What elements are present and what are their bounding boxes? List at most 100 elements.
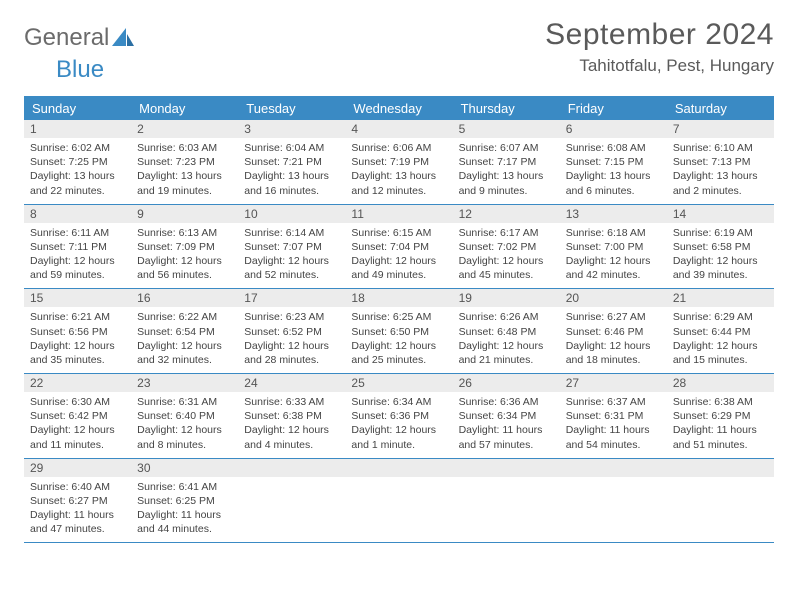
day-info: Sunrise: 6:14 AMSunset: 7:07 PMDaylight:…: [244, 226, 339, 283]
day-number: 12: [453, 205, 560, 223]
logo: General: [24, 18, 134, 52]
day-number: 13: [560, 205, 667, 223]
sunset-text: Sunset: 6:44 PM: [673, 325, 768, 339]
day-number: 23: [131, 374, 238, 392]
day-info: Sunrise: 6:11 AMSunset: 7:11 PMDaylight:…: [30, 226, 125, 283]
day-number: 21: [667, 289, 774, 307]
daylight-text: Daylight: 11 hours and 57 minutes.: [459, 423, 554, 451]
sunrise-text: Sunrise: 6:22 AM: [137, 310, 232, 324]
calendar: Sunday Monday Tuesday Wednesday Thursday…: [24, 96, 774, 543]
daylight-text: Daylight: 13 hours and 9 minutes.: [459, 169, 554, 197]
calendar-body: 1Sunrise: 6:02 AMSunset: 7:25 PMDaylight…: [24, 120, 774, 543]
sunrise-text: Sunrise: 6:21 AM: [30, 310, 125, 324]
day-header-thu: Thursday: [453, 96, 560, 120]
calendar-week: 22 Sunrise: 6:30 AMSunset: 6:42 PMDayligh…: [24, 374, 774, 459]
calendar-day: 25Sunrise: 6:34 AMSunset: 6:36 PMDayligh…: [345, 374, 452, 458]
day-number: 3: [238, 120, 345, 138]
day-number: 2: [131, 120, 238, 138]
sunrise-text: Sunrise: 6:30 AM: [30, 395, 125, 409]
day-header-fri: Friday: [560, 96, 667, 120]
calendar-day: 18Sunrise: 6:25 AMSunset: 6:50 PMDayligh…: [345, 289, 452, 373]
day-number: 16: [131, 289, 238, 307]
sunset-text: Sunset: 6:36 PM: [351, 409, 446, 423]
calendar-day: 21 Sunrise: 6:29 AMSunset: 6:44 PMDayligh…: [667, 289, 774, 373]
calendar-day: 26Sunrise: 6:36 AMSunset: 6:34 PMDayligh…: [453, 374, 560, 458]
sunset-text: Sunset: 6:58 PM: [673, 240, 768, 254]
sunrise-text: Sunrise: 6:31 AM: [137, 395, 232, 409]
daylight-text: Daylight: 12 hours and 18 minutes.: [566, 339, 661, 367]
calendar-day: 17 Sunrise: 6:23 AMSunset: 6:52 PMDayligh…: [238, 289, 345, 373]
day-number: 20: [560, 289, 667, 307]
day-info: Sunrise: 6:29 AMSunset: 6:44 PMDaylight:…: [673, 310, 768, 367]
calendar-day: .: [453, 459, 560, 543]
sunrise-text: Sunrise: 6:26 AM: [459, 310, 554, 324]
daylight-text: Daylight: 11 hours and 47 minutes.: [30, 508, 125, 536]
daylight-text: Daylight: 12 hours and 1 minute.: [351, 423, 446, 451]
logo-word-2: Blue: [56, 56, 792, 84]
calendar-day: 22 Sunrise: 6:30 AMSunset: 6:42 PMDayligh…: [24, 374, 131, 458]
day-number: 15: [24, 289, 131, 307]
sunset-text: Sunset: 6:27 PM: [30, 494, 125, 508]
daylight-text: Daylight: 12 hours and 32 minutes.: [137, 339, 232, 367]
calendar-day: 20 Sunrise: 6:27 AMSunset: 6:46 PMDayligh…: [560, 289, 667, 373]
daylight-text: Daylight: 12 hours and 21 minutes.: [459, 339, 554, 367]
calendar-day: .: [238, 459, 345, 543]
day-number: 17: [238, 289, 345, 307]
day-info: Sunrise: 6:02 AMSunset: 7:25 PMDaylight:…: [30, 141, 125, 198]
day-info: Sunrise: 6:13 AMSunset: 7:09 PMDaylight:…: [137, 226, 232, 283]
calendar-day: 14Sunrise: 6:19 AMSunset: 6:58 PMDayligh…: [667, 205, 774, 289]
sunset-text: Sunset: 7:11 PM: [30, 240, 125, 254]
day-number: 8: [24, 205, 131, 223]
calendar-day: .: [345, 459, 452, 543]
sunset-text: Sunset: 6:38 PM: [244, 409, 339, 423]
day-info: Sunrise: 6:30 AMSunset: 6:42 PMDaylight:…: [30, 395, 125, 452]
day-number: .: [238, 459, 345, 477]
calendar-day: .: [667, 459, 774, 543]
daylight-text: Daylight: 13 hours and 6 minutes.: [566, 169, 661, 197]
calendar-day: 11Sunrise: 6:15 AMSunset: 7:04 PMDayligh…: [345, 205, 452, 289]
sunrise-text: Sunrise: 6:04 AM: [244, 141, 339, 155]
sunrise-text: Sunrise: 6:36 AM: [459, 395, 554, 409]
daylight-text: Daylight: 12 hours and 59 minutes.: [30, 254, 125, 282]
day-info: Sunrise: 6:41 AMSunset: 6:25 PMDaylight:…: [137, 480, 232, 537]
day-number: 14: [667, 205, 774, 223]
sunrise-text: Sunrise: 6:08 AM: [566, 141, 661, 155]
daylight-text: Daylight: 12 hours and 45 minutes.: [459, 254, 554, 282]
day-header-sat: Saturday: [667, 96, 774, 120]
daylight-text: Daylight: 13 hours and 2 minutes.: [673, 169, 768, 197]
daylight-text: Daylight: 13 hours and 16 minutes.: [244, 169, 339, 197]
calendar-day: 3 Sunrise: 6:04 AMSunset: 7:21 PMDaylight…: [238, 120, 345, 204]
day-info: Sunrise: 6:25 AMSunset: 6:50 PMDaylight:…: [351, 310, 446, 367]
calendar-day: 12Sunrise: 6:17 AMSunset: 7:02 PMDayligh…: [453, 205, 560, 289]
day-info: Sunrise: 6:23 AMSunset: 6:52 PMDaylight:…: [244, 310, 339, 367]
day-number: 25: [345, 374, 452, 392]
daylight-text: Daylight: 12 hours and 35 minutes.: [30, 339, 125, 367]
calendar-day: 7Sunrise: 6:10 AMSunset: 7:13 PMDaylight…: [667, 120, 774, 204]
sunrise-text: Sunrise: 6:15 AM: [351, 226, 446, 240]
sunset-text: Sunset: 7:21 PM: [244, 155, 339, 169]
calendar-day: 1Sunrise: 6:02 AMSunset: 7:25 PMDaylight…: [24, 120, 131, 204]
sunset-text: Sunset: 7:19 PM: [351, 155, 446, 169]
day-info: Sunrise: 6:27 AMSunset: 6:46 PMDaylight:…: [566, 310, 661, 367]
day-number: 22: [24, 374, 131, 392]
sunset-text: Sunset: 7:23 PM: [137, 155, 232, 169]
sunset-text: Sunset: 6:54 PM: [137, 325, 232, 339]
sunset-text: Sunset: 6:46 PM: [566, 325, 661, 339]
sunrise-text: Sunrise: 6:25 AM: [351, 310, 446, 324]
day-info: Sunrise: 6:15 AMSunset: 7:04 PMDaylight:…: [351, 226, 446, 283]
sunrise-text: Sunrise: 6:14 AM: [244, 226, 339, 240]
sunset-text: Sunset: 6:31 PM: [566, 409, 661, 423]
sunset-text: Sunset: 6:25 PM: [137, 494, 232, 508]
sunset-text: Sunset: 7:13 PM: [673, 155, 768, 169]
calendar-day: 4Sunrise: 6:06 AMSunset: 7:19 PMDaylight…: [345, 120, 452, 204]
sunrise-text: Sunrise: 6:38 AM: [673, 395, 768, 409]
sunset-text: Sunset: 6:56 PM: [30, 325, 125, 339]
calendar-week: 15Sunrise: 6:21 AMSunset: 6:56 PMDayligh…: [24, 289, 774, 374]
sunset-text: Sunset: 7:09 PM: [137, 240, 232, 254]
day-number: 5: [453, 120, 560, 138]
sunset-text: Sunset: 6:50 PM: [351, 325, 446, 339]
day-info: Sunrise: 6:40 AMSunset: 6:27 PMDaylight:…: [30, 480, 125, 537]
daylight-text: Daylight: 13 hours and 22 minutes.: [30, 169, 125, 197]
sunrise-text: Sunrise: 6:10 AM: [673, 141, 768, 155]
day-number: .: [453, 459, 560, 477]
